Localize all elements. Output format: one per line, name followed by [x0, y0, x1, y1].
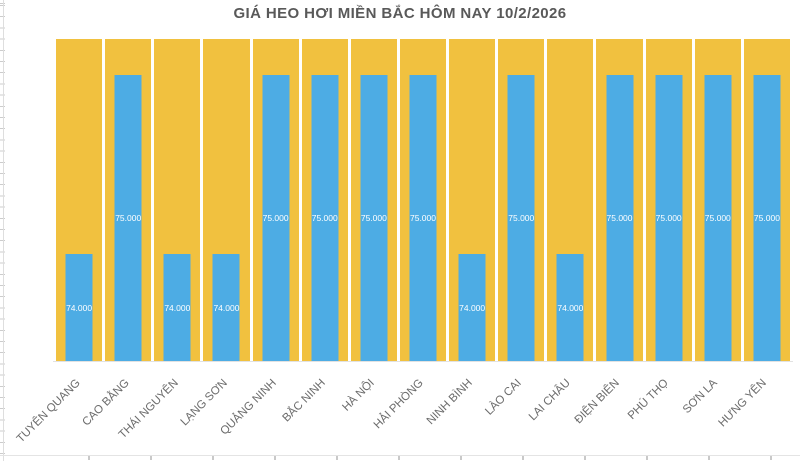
category-column-11: 75.000 — [596, 39, 643, 361]
value-bar-11: 75.000 — [606, 75, 634, 361]
value-bar-3: 74.000 — [212, 254, 240, 361]
data-label-1: 75.000 — [115, 213, 142, 223]
data-label-5: 75.000 — [311, 213, 338, 223]
x-axis-label-0: TUYÊN QUANG — [15, 377, 84, 446]
data-label-13: 75.000 — [704, 213, 731, 223]
value-bar-1: 75.000 — [114, 75, 142, 361]
value-bar-0: 74.000 — [65, 254, 93, 361]
data-label-2: 74.000 — [164, 302, 191, 313]
data-label-14: 75.000 — [753, 213, 780, 223]
data-label-12: 75.000 — [655, 213, 682, 223]
data-label-11: 75.000 — [606, 213, 633, 223]
category-column-14: 75.000 — [743, 39, 790, 361]
x-axis-line — [53, 361, 793, 362]
value-bar-12: 75.000 — [655, 75, 683, 361]
category-column-12: 75.000 — [645, 39, 692, 361]
value-bar-14: 75.000 — [753, 75, 781, 361]
value-bar-9: 75.000 — [507, 75, 535, 361]
plot-area: 74.000 75.000 74.000 74.000 75.000 75.000 75.0… — [56, 39, 790, 361]
data-label-0: 74.000 — [66, 302, 93, 313]
category-column-2: 74.000 — [154, 39, 201, 361]
value-bar-8: 74.000 — [458, 254, 486, 361]
category-column-7: 75.000 — [399, 39, 447, 361]
category-column-9: 75.000 — [498, 39, 545, 361]
value-bar-5: 75.000 — [311, 75, 339, 361]
value-bar-4: 75.000 — [262, 75, 290, 361]
y-axis-line — [3, 0, 4, 461]
data-label-3: 74.000 — [213, 302, 240, 313]
data-label-4: 75.000 — [262, 213, 289, 223]
value-bar-10: 74.000 — [556, 254, 584, 361]
category-column-13: 75.000 — [694, 39, 741, 361]
category-column-10: 74.000 — [547, 39, 594, 361]
data-label-9: 75.000 — [508, 213, 535, 223]
bottom-axis-ticks — [0, 456, 800, 460]
data-label-10: 74.000 — [557, 302, 584, 313]
category-column-8: 74.000 — [449, 39, 496, 361]
value-bar-6: 75.000 — [360, 75, 388, 361]
category-column-0: 74.000 — [56, 39, 103, 361]
category-column-5: 75.000 — [301, 39, 348, 361]
bottom-axis-line — [0, 455, 800, 456]
data-label-6: 75.000 — [360, 213, 387, 223]
y-axis-ticks — [0, 0, 5, 461]
data-label-7: 75.000 — [409, 213, 436, 223]
category-column-4: 75.000 — [252, 39, 299, 361]
data-label-8: 74.000 — [459, 302, 486, 313]
value-bar-7: 75.000 — [409, 75, 437, 361]
category-column-1: 75.000 — [105, 39, 152, 361]
value-bar-13: 75.000 — [704, 75, 732, 361]
category-column-3: 74.000 — [203, 39, 250, 361]
value-bar-2: 74.000 — [163, 254, 191, 361]
category-column-6: 75.000 — [350, 39, 397, 361]
chart-title: GIÁ HEO HƠI MIỀN BẮC HÔM NAY 10/2/2026 — [233, 5, 567, 22]
x-axis-labels: TUYÊN QUANG CAO BẰNG THÁI NGUYÊN LẠNG SƠN QU… — [15, 366, 790, 461]
